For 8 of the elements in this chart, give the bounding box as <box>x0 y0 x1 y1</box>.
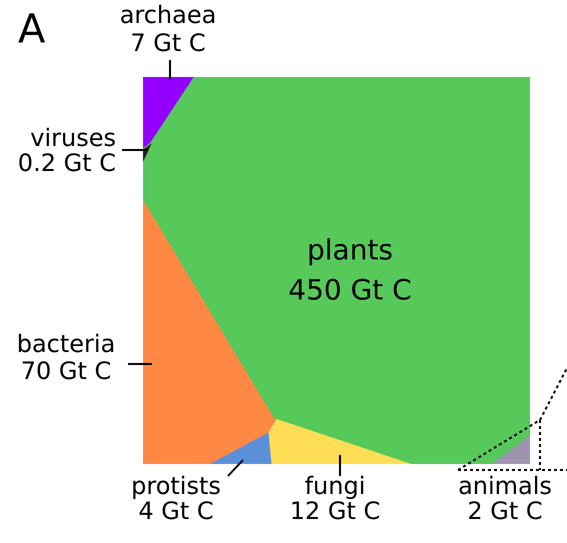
category-label: fungi <box>304 472 366 500</box>
data-label: 70 Gt C <box>20 357 112 386</box>
data-label: 7 Gt C <box>130 29 206 58</box>
data-label: 450 Gt C <box>288 273 412 306</box>
category-label: bacteria <box>16 330 116 358</box>
text: A <box>18 6 46 52</box>
category-label: plants <box>306 233 394 266</box>
category-label: archaea <box>120 1 216 30</box>
